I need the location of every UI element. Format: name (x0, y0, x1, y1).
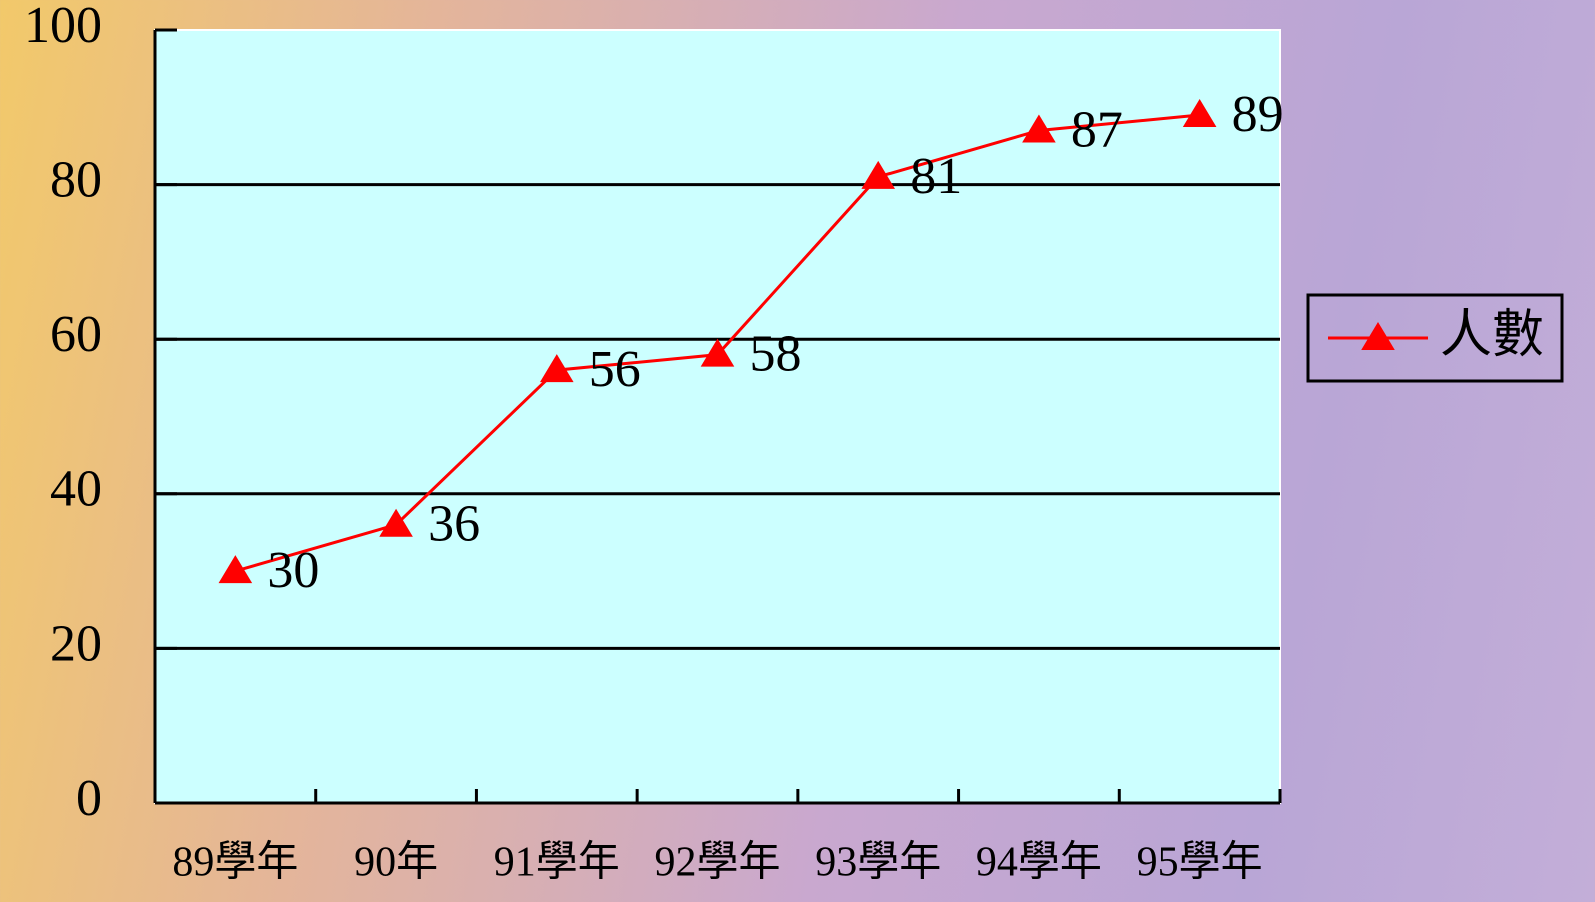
x-tick-label: 89學年 (172, 839, 298, 886)
marker (218, 555, 253, 584)
x-tick-label: 94學年 (976, 839, 1102, 886)
legend-label: 人數 (1440, 307, 1544, 364)
y-tick-label: 80 (50, 152, 102, 209)
x-tick-label: 93學年 (815, 839, 941, 886)
data-label: 56 (589, 341, 641, 398)
x-tick-label: 90年 (354, 839, 438, 886)
y-tick-label: 60 (50, 306, 102, 363)
legend-marker (1361, 322, 1395, 350)
x-tick-label: 92學年 (654, 839, 780, 886)
plot-area (154, 29, 1281, 804)
y-tick-label: 100 (24, 0, 102, 54)
data-label: 58 (750, 326, 802, 383)
marker (379, 508, 413, 537)
y-tick-label: 0 (76, 770, 102, 827)
marker (1022, 114, 1056, 143)
marker (700, 338, 735, 367)
data-label: 30 (267, 542, 319, 599)
y-tick-label: 40 (50, 461, 102, 518)
data-label: 81 (910, 148, 962, 205)
data-label: 36 (428, 496, 480, 553)
marker (861, 160, 896, 189)
data-label: 87 (1071, 101, 1123, 158)
x-tick-label: 95學年 (1137, 839, 1263, 886)
x-tick-label: 91學年 (494, 839, 620, 886)
marker (539, 354, 574, 383)
y-tick-label: 20 (50, 615, 102, 672)
marker (1182, 99, 1217, 128)
legend: 人數 (1306, 293, 1564, 383)
data-label: 89 (1232, 86, 1284, 143)
legend-box (1306, 293, 1564, 383)
